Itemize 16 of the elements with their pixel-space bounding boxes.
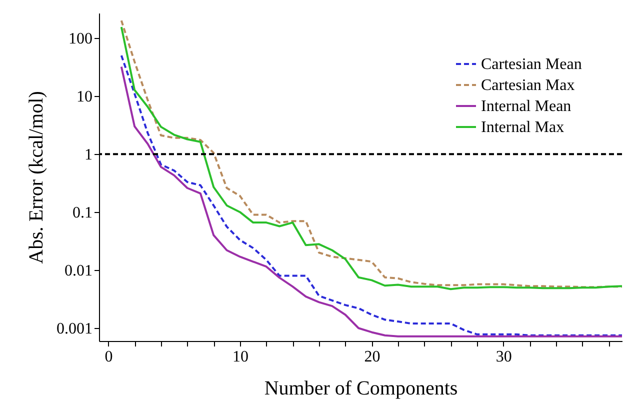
y-tick-label: 1 [84, 146, 92, 164]
y-tick-label: 100 [68, 30, 92, 48]
y-tick-label: 0.01 [64, 262, 92, 280]
y-tick-label: 0.1 [72, 204, 92, 222]
x-tick-label: 30 [496, 348, 512, 366]
y-axis-title: Abs. Error (kcal/mol) [26, 91, 48, 264]
x-tick-label: 20 [364, 348, 380, 366]
x-axis-title: Number of Components [264, 378, 458, 400]
x-tick-label: 10 [232, 348, 248, 366]
legend-label: Internal Mean [481, 98, 572, 115]
legend-label: Cartesian Mean [481, 56, 582, 73]
y-tick-label: 0.001 [56, 320, 92, 338]
x-tick-label: 0 [104, 348, 113, 366]
legend-label: Cartesian Max [481, 77, 575, 94]
y-tick-label: 10 [76, 88, 92, 106]
legend-label: Internal Max [481, 119, 564, 136]
